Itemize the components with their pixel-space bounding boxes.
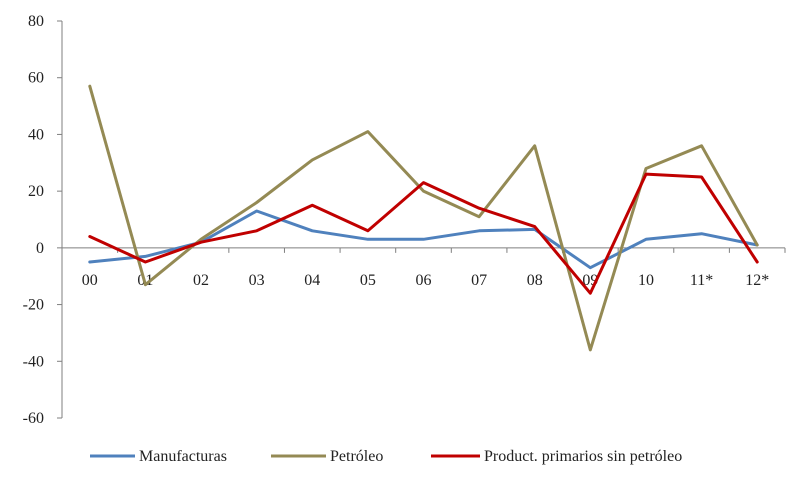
- x-tick-label: 11*: [690, 272, 713, 289]
- x-tick-label: 00: [82, 272, 98, 289]
- y-tick-label: 80: [28, 13, 44, 30]
- x-tick-label: 04: [304, 272, 320, 289]
- legend-label: Manufacturas: [139, 448, 227, 465]
- series-lines: [90, 86, 757, 350]
- y-tick-label: 20: [28, 183, 44, 200]
- legend-item: Petróleo: [271, 448, 383, 465]
- x-tick-label: 10: [638, 272, 654, 289]
- y-tick-label: 60: [28, 70, 44, 87]
- legend: Manufacturas Petróleo Product. primarios s…: [90, 448, 682, 465]
- x-tick-label: 02: [193, 272, 209, 289]
- x-tick-label: 03: [249, 272, 265, 289]
- y-tick-label: -20: [23, 297, 44, 314]
- y-tick-label: -60: [23, 410, 44, 427]
- x-tick-label: 06: [416, 272, 432, 289]
- y-tick-label: 40: [28, 126, 44, 143]
- legend-item: Manufacturas: [90, 448, 227, 465]
- legend-item: Product. primarios sin petróleo: [431, 448, 682, 465]
- x-tick-label: 07: [471, 272, 487, 289]
- y-tick-label: -40: [23, 353, 44, 370]
- x-tick-label: 08: [527, 272, 543, 289]
- legend-label: Petróleo: [330, 448, 383, 465]
- x-tick-label: 05: [360, 272, 376, 289]
- x-tick-label: 12*: [745, 272, 769, 289]
- series-line-petróleo: [90, 86, 757, 350]
- y-tick-label: 0: [36, 240, 44, 257]
- legend-label: Product. primarios sin petróleo: [484, 448, 682, 465]
